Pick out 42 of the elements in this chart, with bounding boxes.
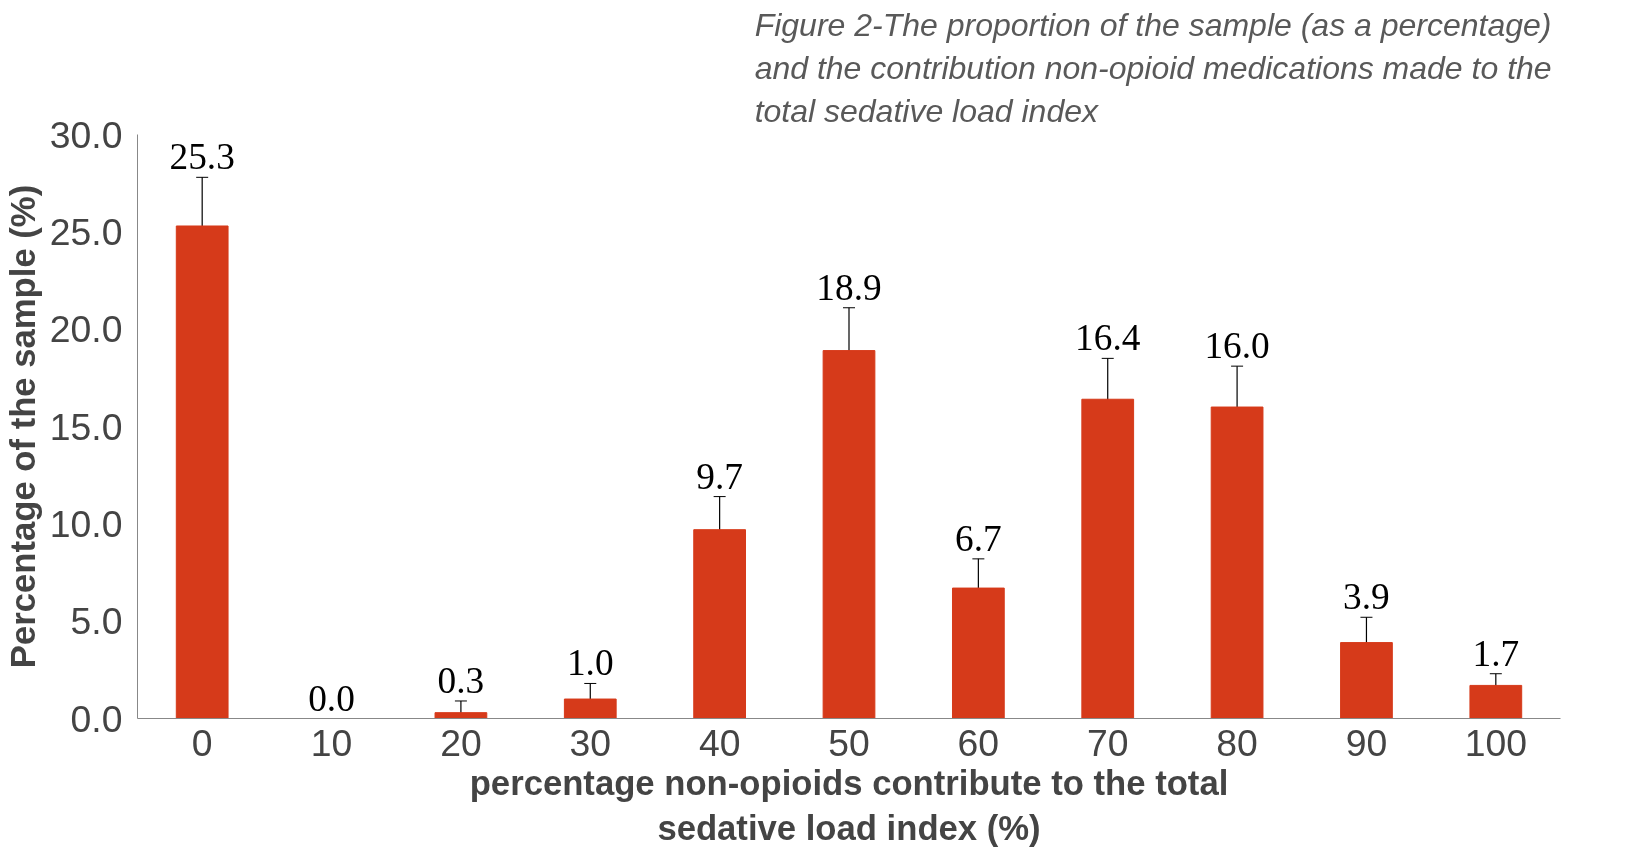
data-label: 9.7	[696, 455, 743, 497]
bar	[1210, 406, 1264, 719]
data-label: 18.9	[816, 266, 882, 308]
x-tick-label: 90	[1345, 721, 1388, 764]
x-tick-label: 10	[310, 721, 353, 764]
x-tick-label: 100	[1464, 721, 1527, 764]
y-tick-label: 30.0	[49, 113, 123, 156]
data-label: 3.9	[1343, 576, 1390, 618]
y-axis-title: Percentage of the sample (%)	[3, 184, 42, 669]
data-label: 0.0	[308, 677, 355, 719]
x-tick-label: 30	[569, 721, 612, 764]
x-tick-label: 20	[440, 721, 482, 764]
y-tick-label: 20.0	[49, 308, 123, 351]
bar	[693, 529, 747, 719]
bar	[563, 698, 617, 719]
data-label: 6.7	[955, 517, 1002, 559]
data-label: 0.3	[437, 659, 485, 701]
bar	[1081, 398, 1135, 719]
y-tick-label: 25.0	[49, 210, 123, 253]
y-tick-label: 5.0	[70, 600, 123, 643]
y-tick-label: 15.0	[49, 405, 123, 448]
data-label: 1.7	[1472, 632, 1520, 674]
bar	[951, 587, 1005, 719]
bar	[175, 225, 229, 719]
data-label: 1.0	[566, 642, 614, 684]
x-tick-label: 50	[828, 721, 870, 764]
data-label: 16.4	[1075, 317, 1141, 359]
y-tick-label: 10.0	[49, 502, 123, 545]
x-tick-label: 60	[957, 721, 1000, 764]
bar	[1469, 684, 1523, 719]
bar	[434, 712, 488, 719]
x-tick-label: 80	[1216, 721, 1258, 764]
x-axis-title: percentage non-opioids contribute to the total sedative load index (%)	[469, 763, 1229, 848]
x-tick-label: 40	[698, 721, 741, 764]
y-tick-label: 0.0	[70, 697, 123, 740]
x-tick-label: 70	[1086, 721, 1129, 764]
bar	[1340, 642, 1393, 719]
chart-title: Figure 2-The proportion of the sample (as a percentage) and the contribution non-opioid medications made to the total sedative load index	[754, 7, 1552, 130]
data-label: 16.0	[1204, 325, 1270, 367]
x-tick-label: 0	[191, 721, 213, 764]
data-label: 25.3	[169, 136, 235, 178]
bar	[822, 350, 876, 719]
